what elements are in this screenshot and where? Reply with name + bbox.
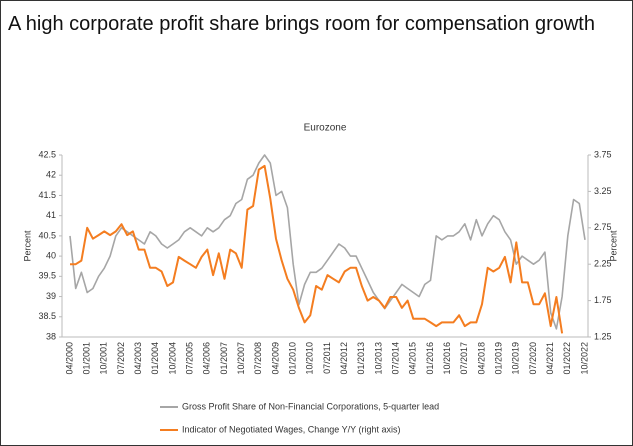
y2-tick-label: 1.75: [594, 295, 612, 305]
y2-tick-label: 3.25: [594, 186, 612, 196]
x-tick-label: 07/2017: [459, 342, 469, 375]
x-tick-label: 10/2022: [579, 342, 589, 375]
y2-axis-label: Percent: [608, 230, 618, 262]
y-tick-label: 40.5: [38, 230, 56, 240]
y-tick-label: 40: [46, 250, 56, 260]
y-tick-label: 42.5: [38, 149, 56, 159]
y-tick-label: 38: [46, 331, 56, 341]
y-tick-label: 41.5: [38, 190, 56, 200]
y-tick-label: 39: [46, 291, 56, 301]
x-tick-label: 10/2010: [305, 342, 315, 375]
chart-subtitle: Eurozone: [304, 123, 347, 134]
series-line: [70, 164, 564, 334]
x-tick-label: 01/2019: [494, 342, 504, 375]
x-tick-label: 10/2007: [236, 342, 246, 375]
x-tick-label: 01/2007: [219, 342, 229, 375]
x-tick-label: 04/2015: [408, 342, 418, 375]
y-tick-label: 42: [46, 170, 56, 180]
x-tick-label: 04/2012: [339, 342, 349, 375]
y-tick-label: 41: [46, 210, 56, 220]
legend-label: Indicator of Negotiated Wages, Change Y/…: [182, 424, 400, 434]
y2-tick-label: 2.75: [594, 222, 612, 232]
x-tick-label: 01/2004: [150, 342, 160, 375]
x-tick-label: 07/2020: [528, 342, 538, 375]
y2-tick-label: 3.75: [594, 149, 612, 159]
x-tick-label: 10/2013: [373, 342, 383, 375]
series-line: [69, 154, 586, 330]
x-tick-label: 07/2008: [253, 342, 263, 375]
x-tick-label: 04/2003: [133, 342, 143, 375]
x-tick-label: 07/2005: [185, 342, 195, 375]
y2-tick-label: 2.25: [594, 259, 612, 269]
y-axis-label: Percent: [22, 230, 32, 262]
x-tick-label: 07/2011: [322, 342, 332, 374]
chart-title: A high corporate profit share brings roo…: [8, 13, 595, 35]
x-tick-label: 01/2013: [356, 342, 366, 375]
x-tick-label: 01/2022: [562, 342, 572, 375]
x-tick-label: 01/2001: [82, 342, 92, 375]
x-tick-label: 04/2006: [202, 342, 212, 375]
x-tick-label: 07/2002: [116, 342, 126, 375]
y-tick-label: 39.5: [38, 271, 56, 281]
x-tick-label: 10/2019: [511, 342, 521, 375]
x-tick-label: 04/2018: [476, 342, 486, 375]
x-tick-label: 04/2021: [545, 342, 555, 375]
x-tick-label: 07/2014: [391, 342, 401, 375]
x-tick-label: 01/2010: [288, 342, 298, 375]
x-tick-label: 10/2004: [167, 342, 177, 375]
x-tick-label: 10/2016: [442, 342, 452, 375]
x-tick-label: 04/2000: [64, 342, 74, 375]
x-tick-label: 01/2016: [425, 342, 435, 375]
y2-tick-label: 1.25: [594, 331, 612, 341]
legend-label: Gross Profit Share of Non-Financial Corp…: [182, 401, 439, 411]
x-tick-label: 04/2009: [270, 342, 280, 375]
x-tick-label: 10/2001: [99, 342, 109, 375]
y-tick-label: 38.5: [38, 311, 56, 321]
